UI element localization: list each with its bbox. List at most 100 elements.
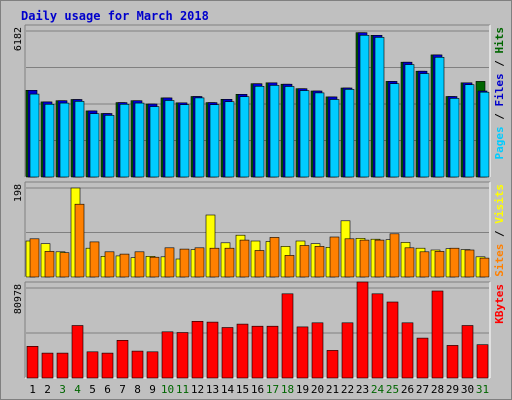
bar-kbytes-day-5 [86,351,99,379]
x-tick-label-25: 25 [386,383,399,396]
legend-part: Pages [493,126,506,159]
y-max-label: 80978 [13,284,24,314]
bar-kbytes-day-24 [371,293,384,379]
chart-panel-visits-sites: 198 Sites / Visits [13,181,506,278]
bar-sites-day-23 [359,239,370,278]
bar-pages-day-19 [299,90,310,178]
bar-sites-day-13 [209,247,220,278]
bar-pages-day-1 [29,93,40,178]
bar-sites-day-9 [149,256,160,278]
legend-part: KBytes [493,284,506,324]
bar-kbytes-day-30 [461,325,474,379]
x-tick-label-19: 19 [296,383,309,396]
bar-pages-day-14 [224,101,235,178]
bar-kbytes-day-31 [476,344,489,379]
x-tick-label-29: 29 [446,383,459,396]
x-tick-label-9: 9 [149,383,156,396]
bar-sites-day-1 [29,238,40,278]
bar-sites-day-12 [194,247,205,278]
bar-kbytes-day-20 [311,322,324,379]
x-tick-label-5: 5 [89,383,96,396]
bar-kbytes-day-25 [386,301,399,379]
bar-kbytes-day-6 [101,352,114,379]
bar-sites-day-14 [224,247,235,278]
x-tick-label-13: 13 [206,383,219,396]
x-tick-label-23: 23 [356,383,369,396]
x-tick-label-18: 18 [281,383,294,396]
x-tick-label-21: 21 [326,383,339,396]
legend-part: Visits [493,184,506,224]
bar-sites-day-11 [179,248,190,278]
x-tick-label-30: 30 [461,383,474,396]
x-tick-label-24: 24 [371,383,385,396]
bar-sites-day-22 [344,238,355,278]
bar-pages-day-20 [314,92,325,178]
bar-kbytes-day-3 [56,352,69,379]
bar-kbytes-day-1 [26,345,39,379]
bar-kbytes-day-26 [401,322,414,379]
bar-pages-day-29 [449,98,460,178]
bar-pages-day-28 [434,56,445,178]
legend-part: Sites [493,244,506,277]
bar-pages-day-10 [164,100,175,178]
bar-kbytes-day-13 [206,321,219,379]
x-axis-labels: 1 2 3 4 5 6 7 8 9 10 11 12 13 14 15 16 17 18 19 20 21 22 23 24 2… [29,383,489,396]
x-tick-label-16: 16 [251,383,264,396]
bar-sites-day-7 [119,253,130,278]
bar-pages-day-5 [89,113,100,178]
bar-pages-day-27 [419,73,430,178]
x-tick-label-10: 10 [161,383,174,396]
bar-pages-day-26 [404,64,415,178]
bar-sites-day-17 [269,237,280,278]
x-tick-label-1: 1 [29,383,36,396]
bar-pages-day-24 [374,37,385,178]
x-tick-label-31: 31 [476,383,489,396]
bar-pages-day-25 [389,83,400,178]
bar-sites-day-10 [164,247,175,278]
bar-pages-day-8 [134,102,145,178]
bar-sites-day-29 [449,247,460,278]
bar-kbytes-day-11 [176,332,189,379]
bar-pages-day-9 [149,106,160,178]
bar-kbytes-day-28 [431,290,444,379]
x-tick-label-8: 8 [134,383,141,396]
page-title: Daily usage for March 2018 [21,9,209,23]
bar-pages-day-23 [359,34,370,178]
bar-pages-day-22 [344,89,355,178]
legend-part: / [493,107,506,127]
bar-sites-day-3 [59,252,70,278]
x-tick-label-11: 11 [176,383,189,396]
bar-pages-day-17 [269,85,280,178]
bar-sites-day-25 [389,233,400,278]
bar-kbytes-day-12 [191,320,204,379]
bar-pages-day-11 [179,104,190,178]
legend-part: / [493,224,506,244]
bar-pages-day-31 [479,91,490,178]
bar-pages-day-7 [119,104,130,178]
bar-sites-day-27 [419,251,430,278]
bar-kbytes-day-15 [236,323,249,379]
x-tick-label-3: 3 [59,383,66,396]
legend-part: / [493,54,506,74]
bar-kbytes-day-14 [221,327,234,379]
bar-kbytes-day-16 [251,325,264,379]
bar-sites-day-31 [479,257,490,278]
x-tick-label-27: 27 [416,383,429,396]
bar-pages-day-13 [209,104,220,178]
x-tick-label-2: 2 [44,383,51,396]
bar-sites-day-16 [254,250,265,278]
bar-sites-day-4 [74,203,85,278]
bar-pages-day-12 [194,97,205,178]
bar-sites-day-26 [404,247,415,278]
x-tick-label-17: 17 [266,383,279,396]
bar-kbytes-day-7 [116,339,129,379]
y-max-label: 6182 [13,27,24,51]
x-tick-label-20: 20 [311,383,324,396]
right-legend-label: Sites / Visits [493,184,506,277]
bar-pages-day-18 [284,86,295,178]
bar-kbytes-day-23 [356,281,369,379]
right-legend-label: KBytes [493,284,506,324]
x-tick-label-22: 22 [341,383,354,396]
bar-kbytes-day-4 [71,325,84,379]
bar-pages-day-3 [59,102,70,178]
